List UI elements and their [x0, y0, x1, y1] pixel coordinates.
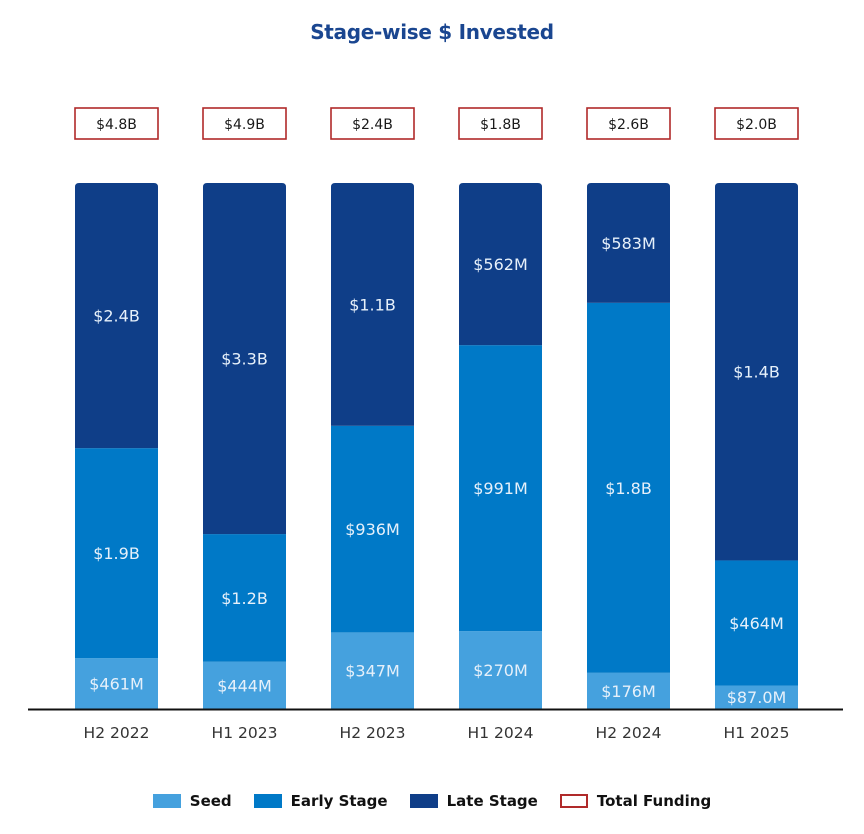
- data-label-early-stage: $936M: [345, 520, 400, 539]
- bar-labels-h2-2024: $176M $1.8B $583M: [601, 234, 656, 701]
- total-funding-box-border: [330, 107, 415, 140]
- data-label-seed: $87.0M: [727, 688, 787, 707]
- data-label-late-stage: $3.3B: [221, 350, 268, 369]
- bar-labels-h2-2022: $461M $1.9B $2.4B: [89, 307, 144, 694]
- x-tick-label: H1 2023: [212, 724, 278, 742]
- bar-group-h1-2023: [203, 183, 286, 709]
- bar-group-h2-2022: [75, 183, 158, 709]
- bar-group-h1-2025: [715, 183, 798, 709]
- data-label-late-stage: $562M: [473, 255, 528, 274]
- total-funding-box: $1.8B: [458, 107, 543, 140]
- total-funding-label: $4.9B: [224, 117, 265, 133]
- data-label-seed: $444M: [217, 676, 272, 695]
- bar-segment-late-stage: [715, 183, 798, 561]
- data-label-early-stage: $1.8B: [605, 479, 652, 498]
- legend-item-total-funding: Total Funding: [559, 792, 712, 810]
- total-funding-box: $4.8B: [74, 107, 159, 140]
- total-funding-label: $2.6B: [608, 117, 649, 133]
- bar-labels-h1-2024: $270M $991M $562M: [473, 255, 528, 680]
- data-label-late-stage: $583M: [601, 234, 656, 253]
- total-funding-box-border: [714, 107, 799, 140]
- bar-segment-seed: [715, 685, 798, 709]
- bar-segment-early-stage: [331, 425, 414, 633]
- legend-label-late-stage: Late Stage: [446, 792, 538, 810]
- total-funding-boxes: $4.8B $4.9B $2.4B $1.8B $2.6B $2.0B: [74, 107, 799, 140]
- legend-label-total-funding: Total Funding: [596, 792, 712, 810]
- data-label-early-stage: $991M: [473, 479, 528, 498]
- bar-segment-seed: [587, 672, 670, 709]
- total-funding-box-border: [458, 107, 543, 140]
- legend-label-seed: Seed: [189, 792, 232, 810]
- bar-segment-early-stage: [587, 302, 670, 673]
- total-funding-label: $1.8B: [480, 117, 521, 133]
- stacked-bar-chart: $4.8B $4.9B $2.4B $1.8B $2.6B $2.0B $461M $1.9…: [28, 107, 843, 742]
- bar-segment-early-stage: [75, 448, 158, 659]
- x-tick-label: H2 2024: [596, 724, 662, 742]
- bar-segment-late-stage: [203, 183, 286, 535]
- data-label-seed: $461M: [89, 675, 144, 694]
- bar-segment-early-stage: [203, 534, 286, 662]
- total-funding-box-border: [586, 107, 671, 140]
- data-label-seed: $270M: [473, 661, 528, 680]
- bar-group-h1-2024: [459, 183, 542, 709]
- bar-segment-early-stage: [459, 345, 542, 632]
- legend-item-late-stage: Late Stage: [409, 792, 538, 810]
- x-tick-label: H1 2024: [468, 724, 534, 742]
- bar-group-h2-2023: [331, 183, 414, 709]
- bar-segment-late-stage: [75, 183, 158, 449]
- data-label-early-stage: $1.2B: [221, 589, 268, 608]
- bar-segment-late-stage: [459, 183, 542, 346]
- legend-item-early-stage: Early Stage: [253, 792, 388, 810]
- bar-segment-late-stage: [587, 183, 670, 303]
- total-funding-box: $2.4B: [330, 107, 415, 140]
- bar-labels-h2-2023: $347M $936M $1.1B: [345, 295, 400, 680]
- total-funding-box: $2.6B: [586, 107, 671, 140]
- x-tick-label: H2 2023: [340, 724, 406, 742]
- bar-labels-h1-2023: $444M $1.2B $3.3B: [217, 350, 272, 696]
- total-funding-box-border: [74, 107, 159, 140]
- data-label-early-stage: $1.9B: [93, 544, 140, 563]
- bar-segment-early-stage: [715, 560, 798, 686]
- bar-segment-seed: [331, 632, 414, 709]
- legend-label-early-stage: Early Stage: [290, 792, 388, 810]
- bar-labels-h1-2025: $87.0M $464M $1.4B: [727, 363, 787, 707]
- total-funding-box: $2.0B: [714, 107, 799, 140]
- chart-title: Stage-wise $ Invested: [310, 20, 554, 44]
- data-label-early-stage: $464M: [729, 614, 784, 633]
- total-funding-label: $2.0B: [736, 117, 777, 133]
- data-label-late-stage: $1.4B: [733, 363, 780, 382]
- legend-item-seed: Seed: [152, 792, 232, 810]
- bar-group-h2-2024: [587, 183, 670, 709]
- data-label-late-stage: $1.1B: [349, 295, 396, 314]
- legend-swatch-seed: [152, 794, 181, 808]
- x-axis-tick-labels: H2 2022 H1 2023 H2 2023 H1 2024 H2 2024 H1 20…: [84, 724, 790, 742]
- bar-segment-seed: [75, 658, 158, 709]
- x-tick-label: H1 2025: [724, 724, 790, 742]
- data-label-late-stage: $2.4B: [93, 307, 140, 326]
- bar-segment-seed: [459, 631, 542, 709]
- bars: $461M $1.9B $2.4B $444M $1.2B $3.3B $347M $936M…: [75, 183, 798, 709]
- total-funding-box-border: [202, 107, 287, 140]
- total-funding-label: $4.8B: [96, 117, 137, 133]
- data-label-seed: $176M: [601, 682, 656, 701]
- x-tick-label: H2 2022: [84, 724, 150, 742]
- legend-swatch-late-stage: [409, 794, 438, 808]
- legend: Seed Early Stage Late Stage Total Fundin…: [0, 792, 864, 810]
- legend-swatch-early-stage: [253, 794, 282, 808]
- legend-swatch-total-funding: [559, 794, 588, 808]
- total-funding-box: $4.9B: [202, 107, 287, 140]
- bar-segment-seed: [203, 661, 286, 709]
- total-funding-label: $2.4B: [352, 117, 393, 133]
- data-label-seed: $347M: [345, 662, 400, 681]
- bar-segment-late-stage: [331, 183, 414, 426]
